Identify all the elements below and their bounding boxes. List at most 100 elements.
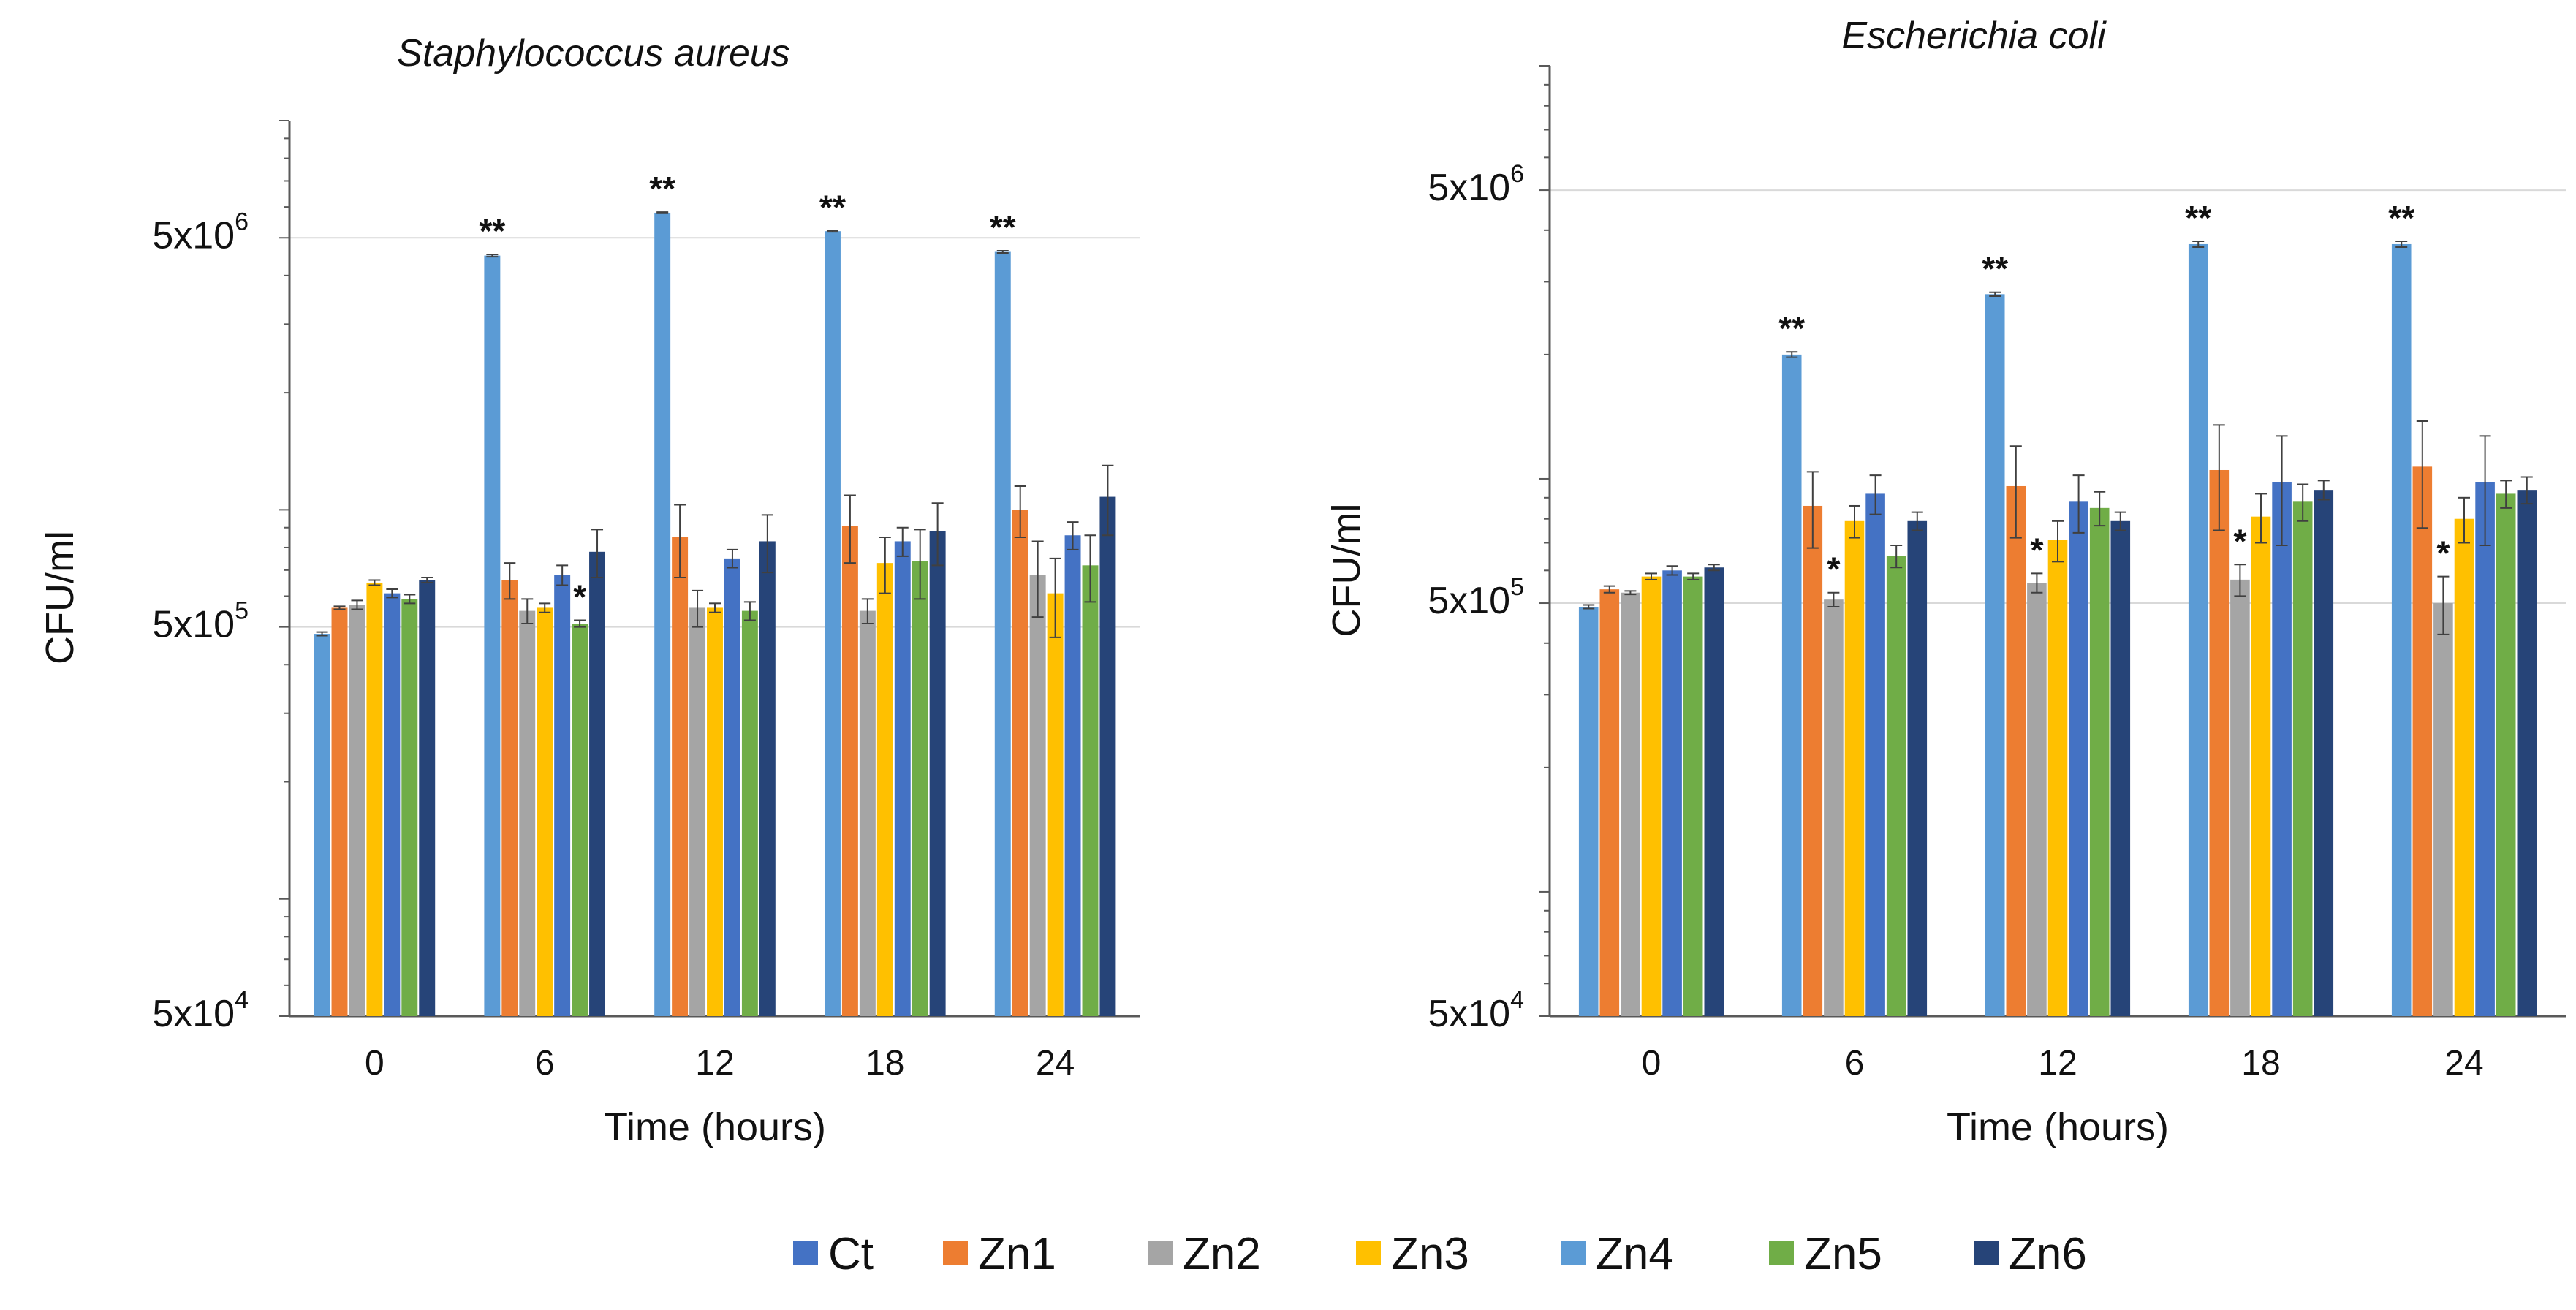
bar-zn5-18 — [2292, 501, 2313, 1016]
bar-ct-12 — [2069, 501, 2088, 1016]
bar-ct-24 — [1064, 535, 1081, 1016]
error-bar-zn2-24 — [1031, 540, 1044, 618]
legend-swatch — [1148, 1241, 1173, 1265]
legend-label: Ct — [828, 1229, 874, 1279]
bar-zn1-24 — [1012, 510, 1028, 1016]
error-bar-zn5-24 — [1084, 534, 1096, 603]
error-bar-zn4-6 — [1786, 351, 1798, 358]
bar-zn3-6 — [1844, 520, 1865, 1016]
legend-label: Zn6 — [2009, 1229, 2087, 1279]
error-bar-zn5-0 — [404, 594, 416, 605]
error-bar-ct-24 — [2479, 435, 2491, 547]
bar-ct-0 — [384, 593, 401, 1016]
y-tick-label: 5x105 — [152, 597, 249, 646]
bar-ct-6 — [554, 575, 571, 1016]
bar-zn4-12 — [654, 212, 671, 1017]
error-bar-zn1-12 — [2009, 445, 2022, 539]
bar-zn1-12 — [2006, 485, 2026, 1016]
error-bar-zn5-12 — [743, 601, 756, 621]
bar-zn6-24 — [1099, 496, 1116, 1016]
error-bar-zn1-18 — [844, 494, 856, 564]
significance-marker: ** — [649, 170, 675, 208]
bar-zn4-0 — [314, 634, 330, 1016]
bar-zn2-24 — [2433, 603, 2453, 1016]
significance-marker: * — [2030, 531, 2043, 569]
error-bar-zn2-18 — [861, 598, 874, 625]
y-axis-label: CFU/ml — [38, 531, 82, 665]
bar-zn6-0 — [1704, 567, 1724, 1016]
x-tick-label: 24 — [1036, 1044, 1075, 1083]
error-bar-zn4-18 — [2192, 241, 2205, 248]
bar-ct-12 — [724, 558, 740, 1016]
legend-label: Zn3 — [1391, 1229, 1469, 1279]
bar-zn2-0 — [1621, 592, 1640, 1016]
error-bar-zn4-12 — [1989, 291, 2001, 297]
error-bar-zn6-24 — [2520, 476, 2533, 505]
bar-ct-0 — [1662, 570, 1682, 1016]
bar-zn2-12 — [689, 607, 706, 1016]
error-bar-zn2-0 — [1624, 590, 1637, 596]
error-bar-zn5-0 — [1687, 572, 1700, 580]
error-bar-zn5-18 — [914, 529, 926, 600]
bar-zn3-12 — [707, 607, 723, 1016]
error-bar-ct-12 — [726, 548, 738, 569]
x-axis-label: Time (hours) — [604, 1105, 826, 1149]
bar-zn6-6 — [1907, 520, 1928, 1016]
x-tick-label: 0 — [1642, 1044, 1662, 1083]
error-bar-ct-0 — [1666, 565, 1678, 576]
bar-zn2-18 — [2230, 579, 2250, 1016]
error-bar-zn3-0 — [1645, 572, 1657, 580]
bar-ct-18 — [2272, 482, 2292, 1016]
error-bar-zn2-6 — [521, 598, 534, 625]
x-tick-label: 0 — [365, 1044, 384, 1083]
error-bar-zn6-24 — [1102, 464, 1114, 537]
y-tick-label: 5x104 — [1428, 986, 1524, 1035]
bar-zn2-18 — [859, 610, 876, 1016]
error-bar-zn1-0 — [333, 605, 346, 610]
error-bar-zn6-6 — [591, 529, 604, 578]
x-tick-label: 6 — [535, 1044, 555, 1083]
error-bar-zn5-6 — [574, 619, 586, 628]
error-bar-zn4-24 — [996, 250, 1009, 254]
bar-zn4-18 — [824, 231, 841, 1016]
chart-title: Staphylococcus aureus — [397, 32, 790, 75]
legend-item-zn3: Zn3 — [1356, 1229, 1469, 1279]
x-tick-label: 12 — [695, 1044, 734, 1083]
error-bar-zn3-24 — [2458, 496, 2470, 544]
bar-zn3-24 — [1047, 593, 1064, 1016]
x-tick-label: 24 — [2444, 1044, 2483, 1083]
error-bar-zn3-12 — [709, 602, 721, 613]
error-bar-zn3-18 — [879, 536, 891, 594]
x-axis-label: Time (hours) — [1947, 1105, 2169, 1149]
bar-zn4-24 — [994, 251, 1011, 1016]
error-bar-zn6-18 — [931, 502, 944, 567]
error-bar-zn2-24 — [2437, 575, 2450, 635]
x-tick-label: 12 — [2038, 1044, 2077, 1083]
bar-zn5-0 — [401, 599, 418, 1016]
bar-ct-24 — [2475, 482, 2495, 1016]
error-bar-zn6-6 — [1911, 511, 1923, 531]
error-bar-zn4-24 — [2395, 241, 2408, 248]
significance-marker: ** — [2388, 199, 2414, 237]
significance-marker: * — [2233, 522, 2246, 560]
bar-ct-18 — [894, 541, 911, 1016]
error-bar-zn3-12 — [2052, 520, 2064, 563]
error-bar-zn2-12 — [692, 589, 704, 628]
x-tick-label: 6 — [1845, 1044, 1865, 1083]
legend: Ct Zn1 Zn2 Zn3 Zn4 Zn5 Zn6 — [793, 1229, 2087, 1279]
bar-zn1-12 — [672, 537, 689, 1016]
bar-zn6-12 — [2110, 520, 2131, 1016]
error-bar-zn2-6 — [1827, 591, 1840, 607]
error-bar-zn1-0 — [1603, 585, 1615, 594]
bar-zn6-24 — [2517, 490, 2537, 1016]
error-bar-zn4-6 — [486, 254, 499, 258]
error-bar-zn5-6 — [1890, 545, 1903, 569]
legend-item-ct: Ct — [793, 1229, 874, 1279]
y-tick-label: 5x106 — [152, 208, 249, 257]
y-tick-label: 5x105 — [1428, 573, 1524, 622]
bar-zn6-18 — [929, 531, 946, 1016]
error-bar-zn1-6 — [1806, 471, 1819, 549]
bar-zn1-24 — [2412, 466, 2433, 1016]
